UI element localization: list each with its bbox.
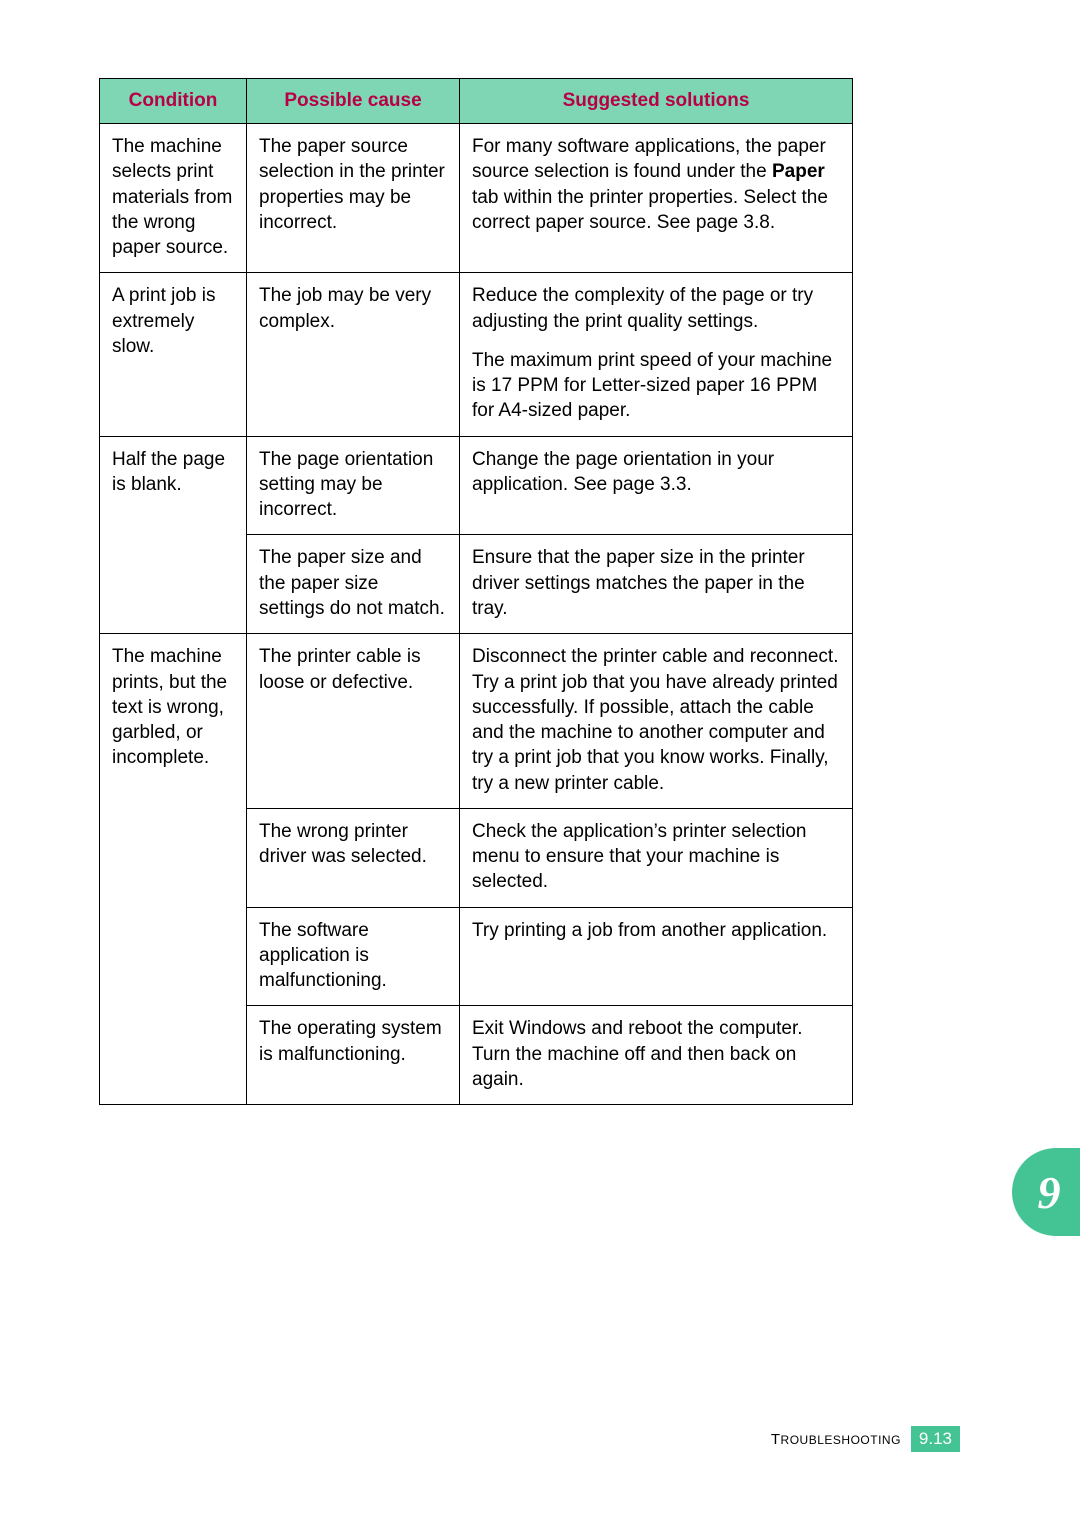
cell-cause: The software application is malfunctioni… [247, 907, 460, 1006]
chapter-number: 9 [1038, 1166, 1061, 1219]
page: Condition Possible cause Suggested solut… [0, 0, 1080, 1526]
table-header-row: Condition Possible cause Suggested solut… [100, 79, 853, 124]
cell-solution: Disconnect the printer cable and reconne… [460, 634, 853, 809]
cell-solution: Check the application’s printer selectio… [460, 808, 853, 907]
cell-solution: Try printing a job from another applicat… [460, 907, 853, 1006]
table-row: The machine selects print materials from… [100, 124, 853, 273]
cell-condition: A print job is extremely slow. [100, 273, 247, 436]
cell-cause: The job may be very complex. [247, 273, 460, 436]
cell-condition: Half the page is blank. [100, 436, 247, 634]
cell-cause: The printer cable is loose or defective. [247, 634, 460, 809]
table-row: The machine prints, but the text is wron… [100, 634, 853, 809]
troubleshooting-table-wrap: Condition Possible cause Suggested solut… [99, 78, 852, 1105]
header-solution: Suggested solutions [460, 79, 853, 124]
cell-cause: The operating system is malfunctioning. [247, 1006, 460, 1105]
cell-solution: Exit Windows and reboot the computer. Tu… [460, 1006, 853, 1105]
cell-cause: The page orientation setting may be inco… [247, 436, 460, 535]
header-condition: Condition [100, 79, 247, 124]
cell-condition: The machine prints, but the text is wron… [100, 634, 247, 1105]
troubleshooting-table: Condition Possible cause Suggested solut… [99, 78, 853, 1105]
header-cause: Possible cause [247, 79, 460, 124]
cell-condition: The machine selects print materials from… [100, 124, 247, 273]
chapter-tab: 9 [1012, 1148, 1080, 1236]
cell-solution: Change the page orientation in your appl… [460, 436, 853, 535]
cell-solution: Reduce the complexity of the page or try… [460, 273, 853, 436]
cell-solution: Ensure that the paper size in the printe… [460, 535, 853, 634]
cell-cause: The wrong printer driver was selected. [247, 808, 460, 907]
table-body: The machine selects print materials from… [100, 124, 853, 1105]
cell-solution: For many software applications, the pape… [460, 124, 853, 273]
footer-page-number: 9.13 [911, 1426, 960, 1452]
cell-cause: The paper size and the paper size settin… [247, 535, 460, 634]
cell-cause: The paper source selection in the printe… [247, 124, 460, 273]
page-footer: TROUBLESHOOTING 9.13 [771, 1426, 960, 1452]
table-row: A print job is extremely slow. The job m… [100, 273, 853, 436]
footer-section-title: TROUBLESHOOTING [771, 1431, 901, 1448]
table-row: Half the page is blank. The page orienta… [100, 436, 853, 535]
